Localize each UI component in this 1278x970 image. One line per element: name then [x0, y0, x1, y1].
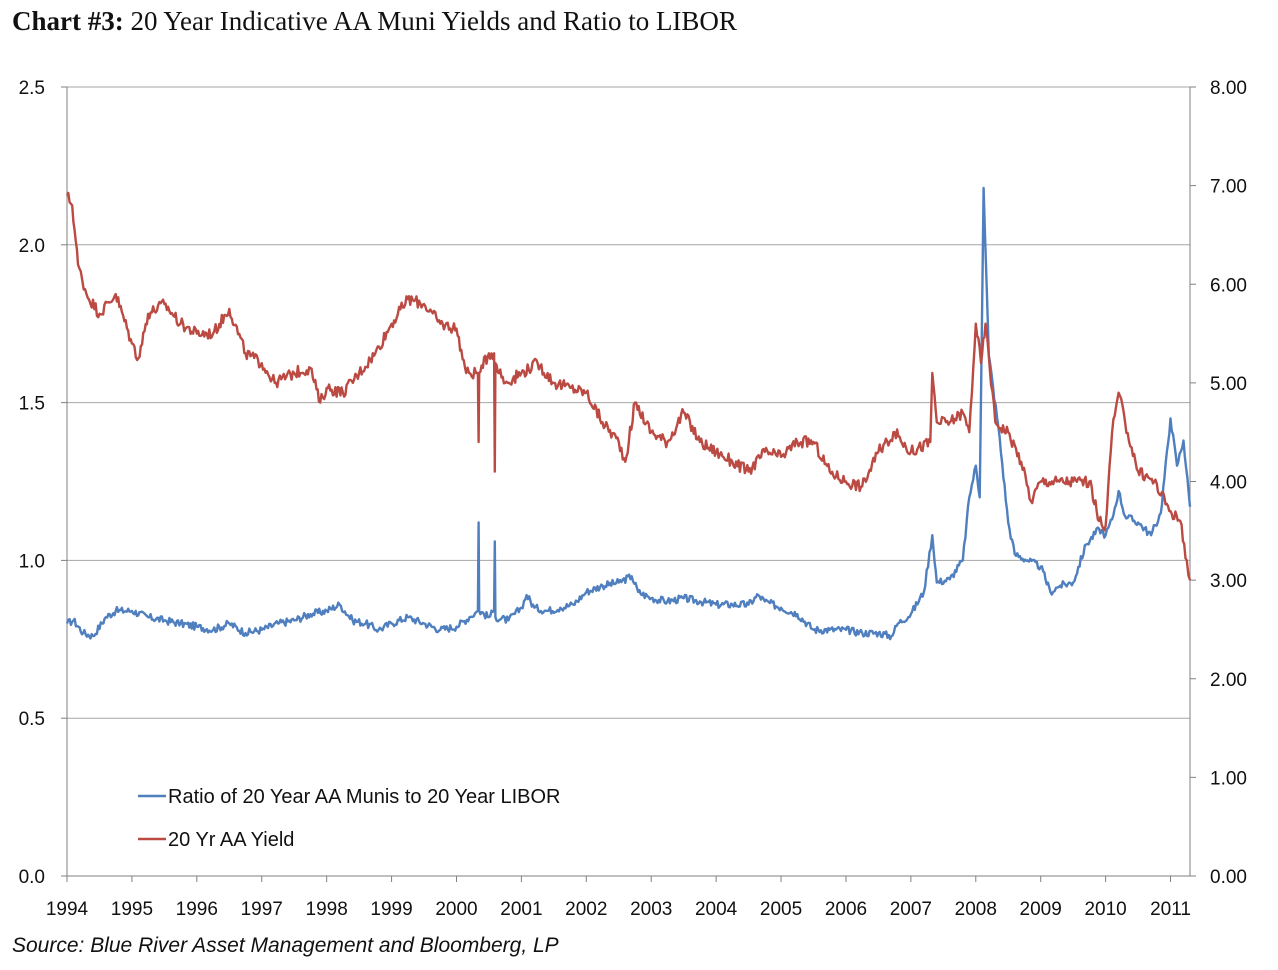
x-tick-label: 2006 — [825, 899, 867, 920]
x-tick-label: 2005 — [760, 899, 802, 920]
chart-source: Source: Blue River Asset Management and … — [12, 934, 559, 957]
y-right-tick-label: 3.00 — [1210, 571, 1247, 592]
x-tick-label: 1999 — [370, 899, 412, 920]
series — [65, 186, 1192, 641]
x-tick-label: 2002 — [565, 899, 607, 920]
x-tick-label: 2011 — [1150, 899, 1191, 920]
x-tick-label: 1998 — [306, 899, 348, 920]
y-left-tick-label: 2.5 — [19, 78, 45, 99]
x-tick-label: 1995 — [111, 899, 153, 920]
y-left-tick-label: 0.5 — [19, 709, 45, 730]
legend: Ratio of 20 Year AA Munis to 20 Year LIB… — [138, 786, 561, 851]
chart-title-text: 20 Year Indicative AA Muni Yields and Ra… — [123, 6, 737, 36]
y-left-tick-label: 0.0 — [19, 867, 45, 888]
chart-title: Chart #3: 20 Year Indicative AA Muni Yie… — [12, 6, 737, 37]
x-tick-label: 2001 — [500, 899, 542, 920]
x-tick-label: 2010 — [1084, 899, 1126, 920]
y-right-tick-label: 1.00 — [1210, 768, 1247, 789]
x-tick-label: 2003 — [630, 899, 672, 920]
x-tick-label: 2004 — [695, 899, 738, 920]
x-tick-label: 1996 — [176, 899, 218, 920]
y-right-tick-label: 8.00 — [1210, 78, 1247, 99]
x-tick-label: 2000 — [435, 899, 477, 920]
x-tick-label: 2007 — [890, 899, 932, 920]
y-right-tick-label: 0.00 — [1210, 867, 1247, 888]
y-right-tick-label: 4.00 — [1210, 473, 1247, 494]
y-left-tick-label: 1.5 — [19, 394, 45, 415]
x-tick-label: 2009 — [1020, 899, 1062, 920]
gridlines — [67, 86, 1190, 719]
x-tick-label: 1997 — [241, 899, 283, 920]
y-right-tick-label: 6.00 — [1210, 275, 1247, 296]
y-right-tick-label: 7.00 — [1210, 177, 1247, 198]
y-right-tick-label: 5.00 — [1210, 374, 1247, 395]
y-right-tick-label: 2.00 — [1210, 670, 1247, 691]
x-tick-label: 2008 — [955, 899, 997, 920]
axes: 0.0 0.5 1.0 1.5 2.0 2.5 0.00 1.00 2.00 3.00 4.00 5.… — [19, 78, 1247, 920]
chart-title-bold: Chart #3: — [12, 6, 124, 36]
y-left-tick-label: 2.0 — [19, 236, 45, 257]
x-tick-label: 1994 — [46, 899, 89, 920]
legend-label: 20 Yr AA Yield — [168, 829, 294, 851]
legend-label: Ratio of 20 Year AA Munis to 20 Year LIB… — [168, 786, 561, 808]
series-ratio-line — [65, 186, 1192, 641]
series-yield-line — [65, 191, 1192, 581]
y-left-tick-label: 1.0 — [19, 551, 45, 572]
